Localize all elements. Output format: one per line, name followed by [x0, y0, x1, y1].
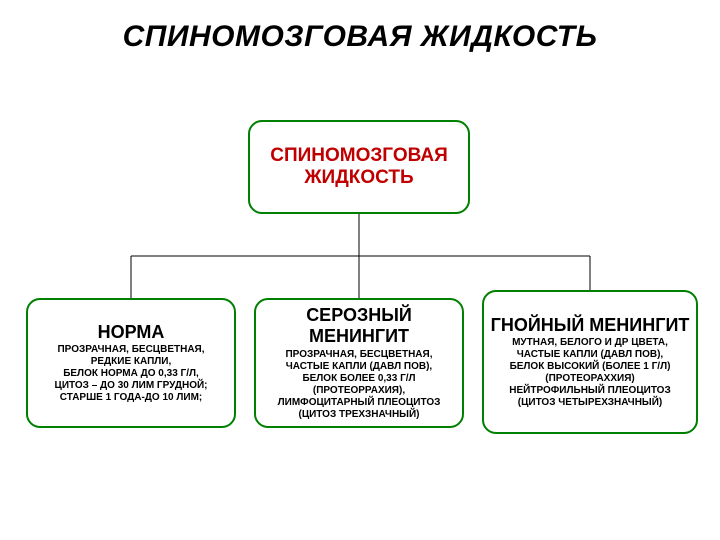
node-root: СПИНОМОЗГОВАЯ ЖИДКОСТЬ — [248, 120, 470, 214]
page-title: СПИНОМОЗГОВАЯ ЖИДКОСТЬ — [0, 20, 720, 54]
node-desc-norma: ПРОЗРАЧНАЯ, БЕСЦВЕТНАЯ, РЕДКИЕ КАПЛИ, БЕ… — [55, 344, 208, 404]
node-norma: НОРМАПРОЗРАЧНАЯ, БЕСЦВЕТНАЯ, РЕДКИЕ КАПЛ… — [26, 298, 236, 428]
slide: СПИНОМОЗГОВАЯ ЖИДКОСТЬ СПИНОМОЗГОВАЯ ЖИД… — [0, 0, 720, 540]
node-title-seroz: СЕРОЗНЫЙ МЕНИНГИТ — [260, 305, 458, 346]
node-seroz: СЕРОЗНЫЙ МЕНИНГИТПРОЗРАЧНАЯ, БЕСЦВЕТНАЯ,… — [254, 298, 464, 428]
connector-lines — [0, 0, 720, 540]
node-gnoy: ГНОЙНЫЙ МЕНИНГИТМУТНАЯ, БЕЛОГО И ДР ЦВЕТ… — [482, 290, 698, 434]
node-desc-seroz: ПРОЗРАЧНАЯ, БЕСЦВЕТНАЯ, ЧАСТЫЕ КАПЛИ (ДА… — [278, 349, 441, 421]
node-title-norma: НОРМА — [98, 322, 165, 343]
node-desc-gnoy: МУТНАЯ, БЕЛОГО И ДР ЦВЕТА, ЧАСТЫЕ КАПЛИ … — [509, 337, 670, 409]
node-title-root: СПИНОМОЗГОВАЯ ЖИДКОСТЬ — [254, 145, 464, 189]
node-title-gnoy: ГНОЙНЫЙ МЕНИНГИТ — [491, 315, 690, 336]
